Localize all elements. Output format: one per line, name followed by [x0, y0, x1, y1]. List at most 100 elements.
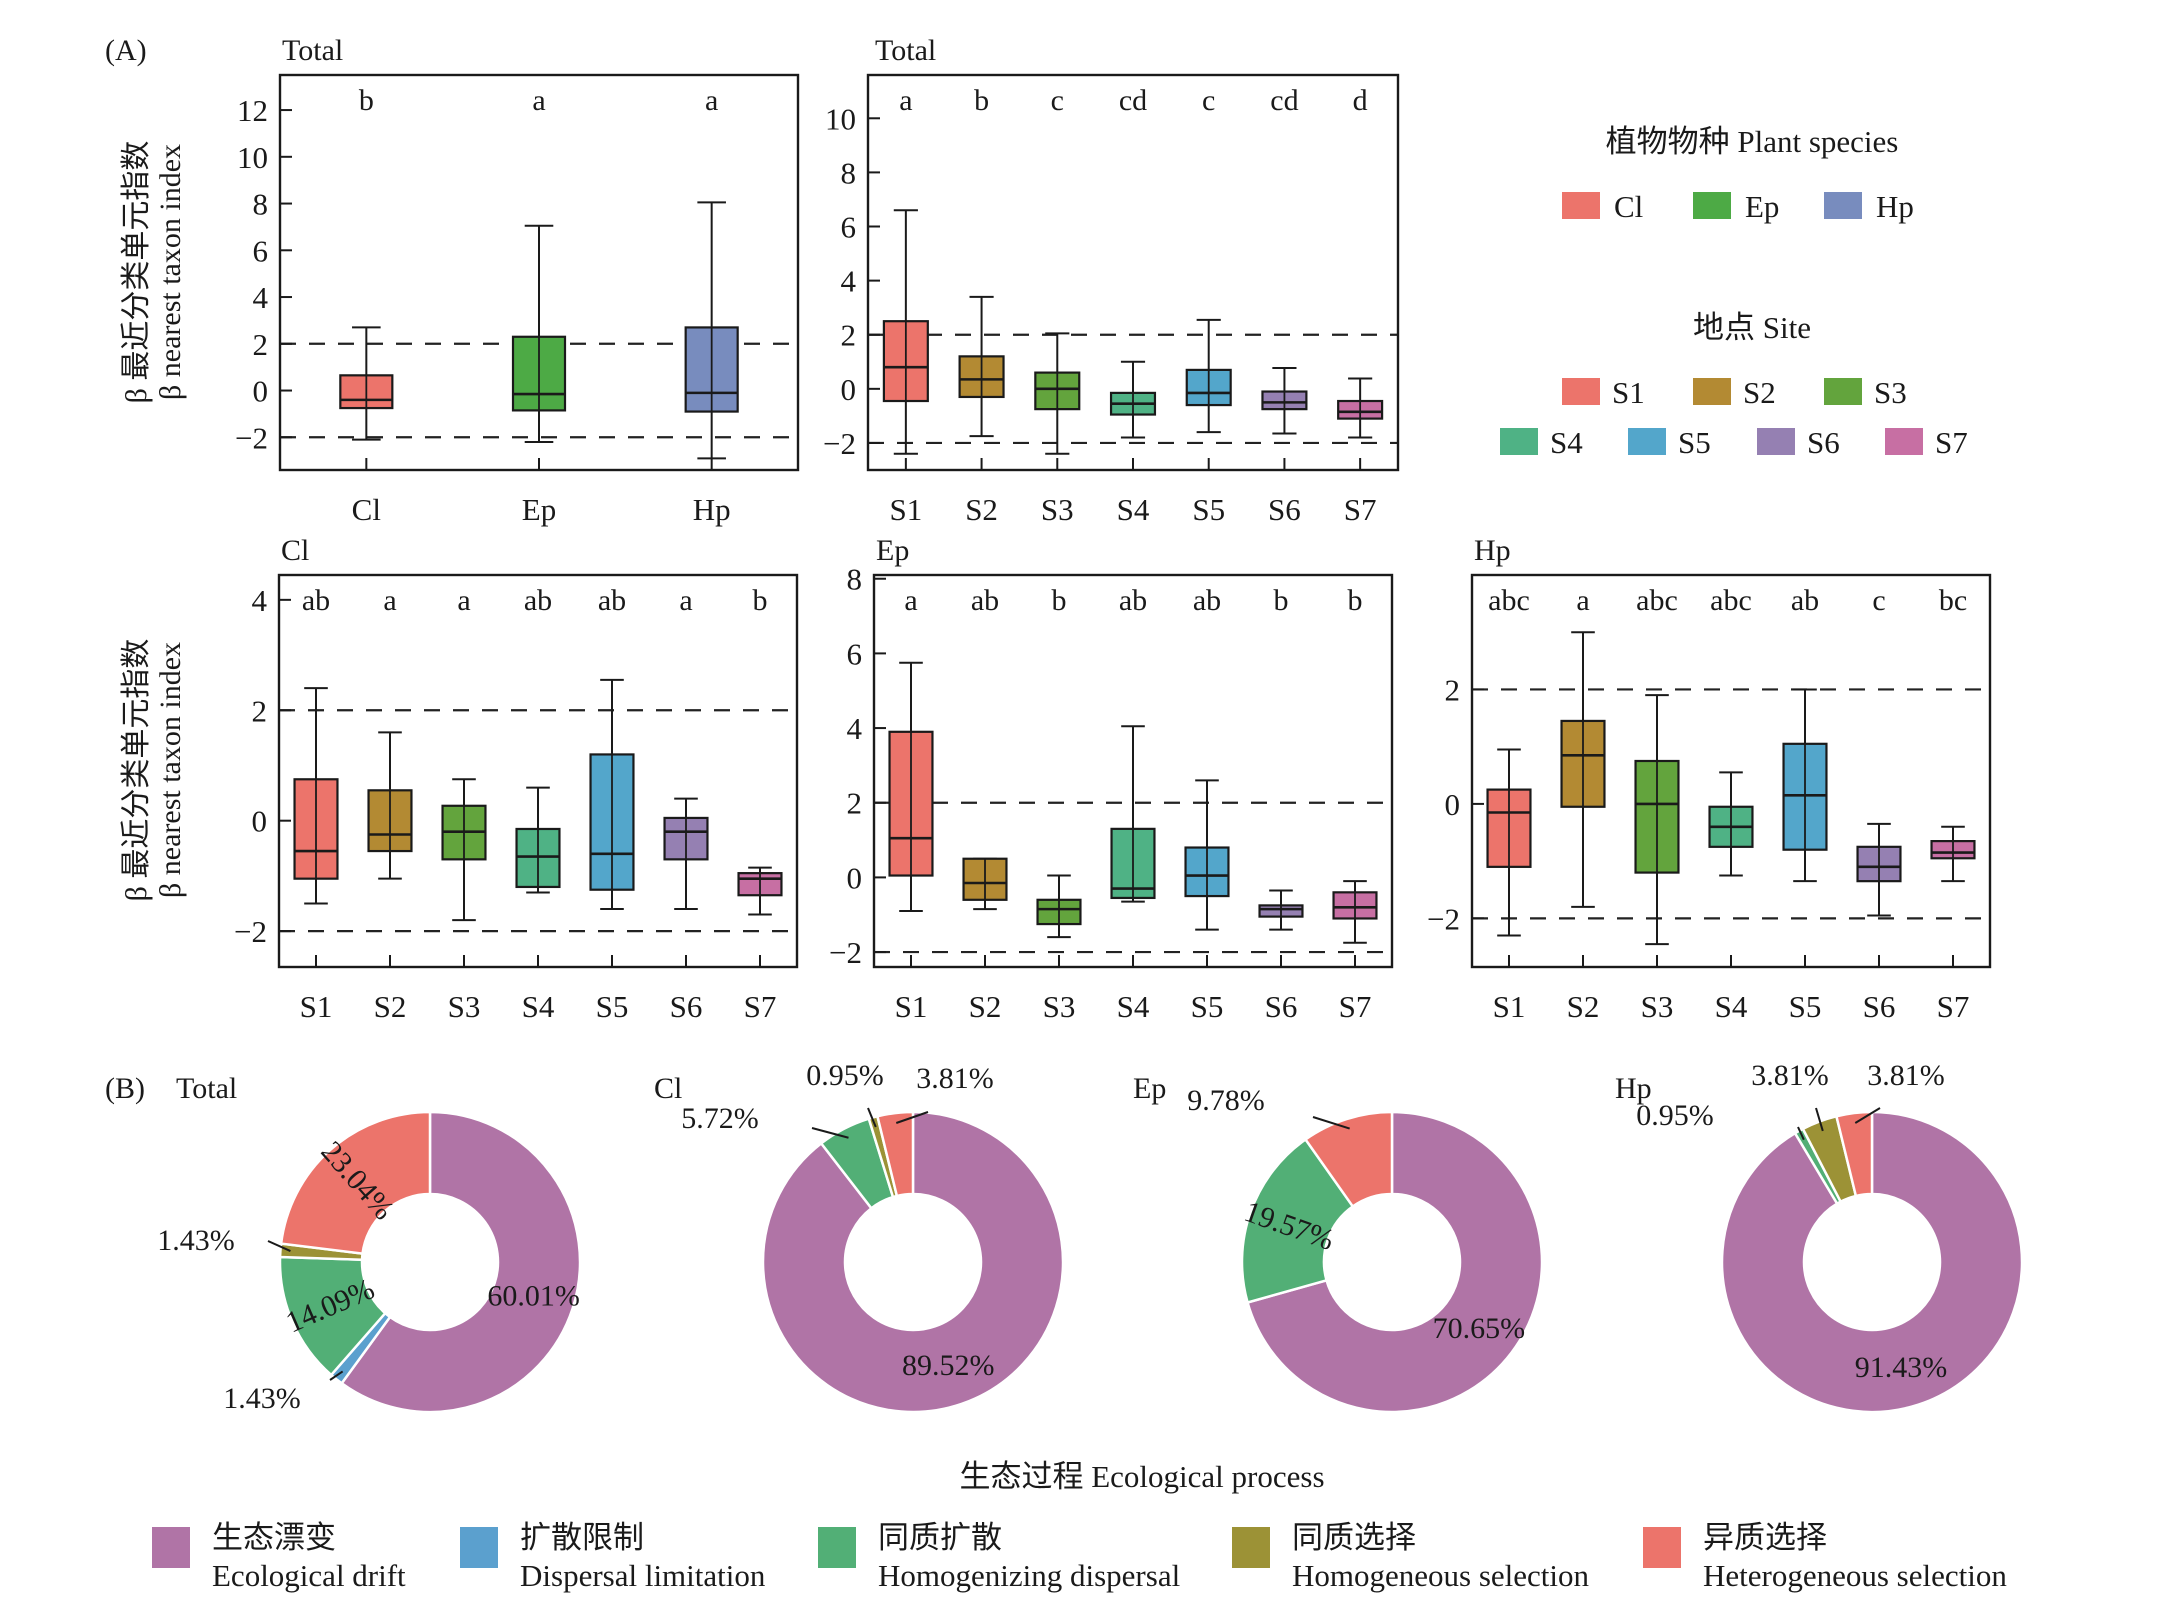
- significance-letter: a: [679, 584, 692, 617]
- donut-title: Hp: [1615, 1072, 1652, 1105]
- x-tick-label: S6: [1265, 989, 1298, 1024]
- box-s4: ab S4: [515, 584, 561, 1024]
- donut-slice: [340, 1110, 582, 1414]
- box-s7: b S7: [737, 584, 783, 1024]
- legend-label: Hp: [1876, 189, 1914, 224]
- box-s6: a S6: [663, 584, 709, 1024]
- box-s7: bc S7: [1930, 584, 1976, 1024]
- legend-swatch: [1824, 378, 1862, 405]
- x-tick-label: S6: [1268, 492, 1301, 527]
- slice-label: 1.43%: [157, 1224, 235, 1257]
- box-s1: ab S1: [293, 584, 339, 1024]
- significance-letter: abc: [1710, 584, 1752, 617]
- box-s1: abc S1: [1486, 584, 1532, 1024]
- box-hp: a Hp: [684, 84, 739, 527]
- y-tick-label: 6: [841, 210, 857, 245]
- x-tick-label: S4: [1715, 989, 1748, 1024]
- legend-label-en: Homogenizing dispersal: [878, 1558, 1180, 1593]
- significance-letter: ab: [1193, 584, 1221, 617]
- legend-swatch: [1824, 192, 1862, 219]
- significance-letter: a: [904, 584, 917, 617]
- x-tick-label: Cl: [352, 492, 381, 527]
- donut-hp: Hp 91.43% 0.95% 3.81% 3.81%: [1615, 1059, 2024, 1414]
- legend-label: S6: [1807, 425, 1840, 460]
- significance-letter: abc: [1488, 584, 1530, 617]
- significance-letter: cd: [1270, 84, 1298, 117]
- boxplot-cl-sites: Cl −2 0 2 4 ab S1 a S2 a S3 ab S4 ab S5 a S6 b S7: [234, 534, 799, 1024]
- panel-title: Total: [282, 34, 343, 67]
- y-tick-label: 10: [237, 140, 268, 175]
- legend-swatch: [1562, 378, 1600, 405]
- legend-swatch: [1232, 1527, 1270, 1568]
- x-tick-label: S7: [744, 989, 777, 1024]
- x-tick-label: S1: [1493, 989, 1526, 1024]
- panel-title: Total: [875, 34, 936, 67]
- plot-frame: [1470, 573, 1992, 969]
- donut-slice: [1246, 1110, 1544, 1414]
- donut-slice: [1834, 1110, 1874, 1198]
- x-tick-label: S3: [448, 989, 481, 1024]
- legend-item-hp: Hp: [1824, 189, 1914, 224]
- significance-letter: ab: [524, 584, 552, 617]
- significance-letter: ab: [598, 584, 626, 617]
- boxplot-ep-sites: Ep −2 0 2 4 6 8 a S1 ab S2 b S3 ab S4 ab S5 b S6 b S7: [829, 534, 1394, 1024]
- legend-label-en: Homogeneous selection: [1292, 1558, 1590, 1593]
- y-tick-label: −2: [235, 420, 268, 455]
- y-tick-label: 0: [252, 804, 268, 839]
- significance-letter: ab: [1119, 584, 1147, 617]
- donut-slice: [875, 1110, 915, 1198]
- x-tick-label: Ep: [522, 492, 556, 527]
- legend-swatch: [1628, 428, 1666, 455]
- box-s7: d S7: [1337, 84, 1384, 527]
- y-tick-label: −2: [234, 914, 267, 949]
- legend-swatch: [1693, 378, 1731, 405]
- donut-slice: [279, 1110, 432, 1256]
- y-tick-label: 0: [253, 374, 269, 409]
- legend-swatch: [1562, 192, 1600, 219]
- legend-label: S1: [1612, 375, 1645, 410]
- box-s2: b S2: [958, 84, 1005, 527]
- y-axis-label-bottom: β 最近分类单元指数 β nearest taxon index: [120, 639, 187, 902]
- slice-label: 89.52%: [902, 1349, 995, 1382]
- x-tick-label: S2: [374, 989, 407, 1024]
- leader-line: [895, 1111, 929, 1124]
- y-tick-label: −2: [1427, 901, 1460, 936]
- y-tick-label: 8: [253, 187, 269, 222]
- x-tick-label: S2: [969, 989, 1002, 1024]
- significance-letter: a: [457, 584, 470, 617]
- x-tick-label: S3: [1043, 989, 1076, 1024]
- leader-line: [867, 1107, 877, 1128]
- x-tick-label: Hp: [693, 492, 731, 527]
- slice-label: 1.43%: [223, 1382, 301, 1415]
- y-tick-label: 2: [253, 327, 269, 362]
- leader-line: [267, 1240, 291, 1252]
- box-s1: a S1: [882, 84, 929, 527]
- significance-letter: c: [1051, 84, 1064, 117]
- legend-site: 地点 Site S1 S2 S3 S4 S5 S6 S7: [1500, 310, 1968, 460]
- legend-item-ep: Ep: [1693, 189, 1779, 224]
- slice-label: 0.95%: [806, 1059, 884, 1092]
- slice-label: 3.81%: [1867, 1059, 1945, 1092]
- legend-swatch: [1757, 428, 1795, 455]
- legend-item-s6: S6: [1757, 425, 1840, 460]
- box-s3: a S3: [441, 584, 487, 1024]
- boxplot-total-species: Total −2 0 2 4 6 8 10 12 b Cl a Ep a Hp: [235, 34, 800, 527]
- legend-label-cn: 同质扩散: [878, 1520, 1002, 1555]
- y-tick-label: 2: [252, 693, 268, 728]
- legend-item-s4: S4: [1500, 425, 1583, 460]
- significance-letter: b: [1052, 584, 1067, 617]
- y-label-cn: β 最近分类单元指数: [120, 141, 153, 404]
- y-tick-label: 2: [841, 318, 857, 353]
- box-s6: b S6: [1258, 584, 1304, 1024]
- legend-site-title: 地点 Site: [1693, 310, 1811, 345]
- legend-swatch: [1500, 428, 1538, 455]
- donut-title: Cl: [654, 1072, 682, 1105]
- legend-label: S7: [1935, 425, 1968, 460]
- donut-slice: [1240, 1137, 1355, 1305]
- legend-swatch: [1885, 428, 1923, 455]
- panel-title: Cl: [281, 534, 309, 567]
- legend-label-cn: 异质选择: [1703, 1520, 1827, 1555]
